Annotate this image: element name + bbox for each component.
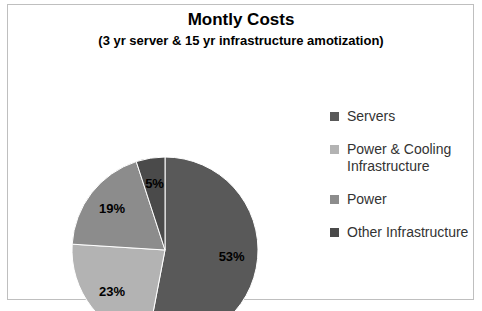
- html-text:(3 yr server & 15 yr infrastru: (3 yr server & 15 yr infrastructure amot…: [98, 33, 384, 48]
- html-text:Servers: Servers: [347, 108, 396, 124]
- html-text:Power: Power: [347, 191, 387, 207]
- svg-text:53%: 53%: [219, 249, 245, 264]
- html-text:Power & Cooling Infrastructure: Power & Cooling Infrastructure: [347, 141, 452, 174]
- html-text:Montly Costs: Montly Costs: [187, 10, 295, 29]
- html-text:Other Infrastructure: Other Infrastructure: [347, 224, 469, 240]
- svg-text:19%: 19%: [99, 201, 125, 216]
- svg-text:5%: 5%: [145, 176, 164, 191]
- svg-text:23%: 23%: [99, 284, 125, 299]
